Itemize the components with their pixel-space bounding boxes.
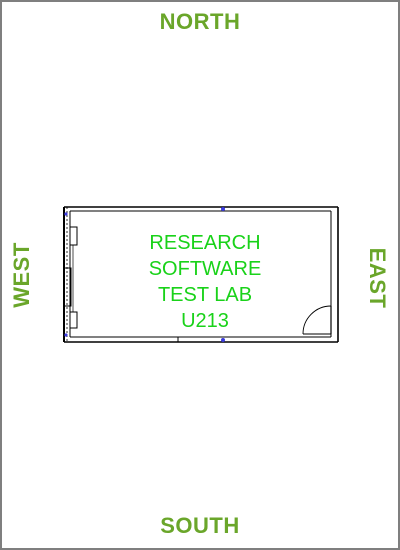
door-icon — [302, 305, 332, 335]
south-label: SOUTH — [160, 513, 240, 538]
room-label-line-2: SOFTWARE — [148, 258, 262, 280]
room-label: RESEARCH SOFTWARE TEST LAB U213 — [110, 230, 300, 334]
room-number: U213 — [181, 310, 229, 332]
north-label: NORTH — [159, 9, 241, 34]
room-label-line-1: RESEARCH — [149, 232, 261, 254]
room-label-line-3: TEST LAB — [157, 284, 253, 306]
room-walls — [63, 206, 339, 343]
window-markers — [64, 207, 225, 342]
